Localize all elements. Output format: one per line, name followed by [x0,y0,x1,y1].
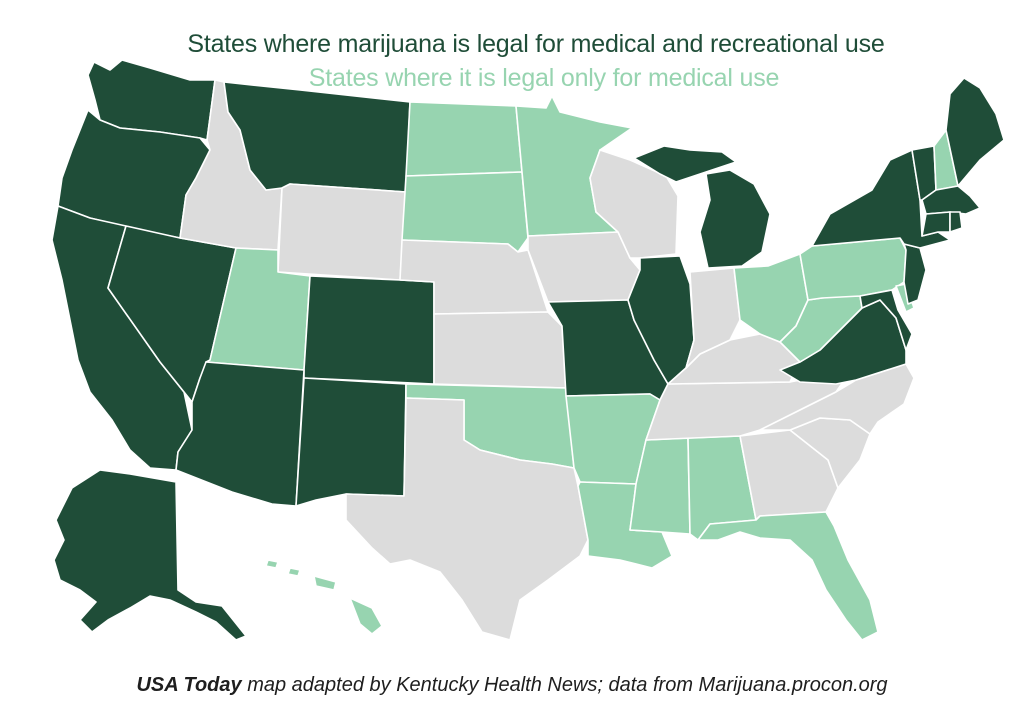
state-HI-islands [265,559,337,591]
state-CO [303,275,435,385]
state-NJ [903,243,927,305]
state-MI-upper [633,145,737,183]
state-ME [945,77,1005,187]
legend-recreational-text: States where marijuana is legal for medi… [187,30,885,58]
state-NM [295,377,407,507]
state-KS [433,311,567,389]
state-ND [405,101,523,177]
state-CT [921,211,951,237]
state-AK [53,469,247,641]
state-MD [859,289,913,351]
caption-source: USA Today [136,674,242,696]
state-HI [349,597,383,635]
map-caption: USA Today map adapted by Kentucky Health… [0,674,1024,697]
state-DE [895,283,915,313]
state-TX [345,397,589,641]
state-MI [699,169,771,269]
state-RI [949,211,963,233]
legend-medical-text: States where it is legal only for medica… [308,64,780,92]
state-FL [697,511,879,641]
state-WY [277,183,407,281]
state-NC [759,363,915,435]
state-WA [87,59,216,141]
caption-rest: map adapted by Kentucky Health News; dat… [241,674,888,696]
